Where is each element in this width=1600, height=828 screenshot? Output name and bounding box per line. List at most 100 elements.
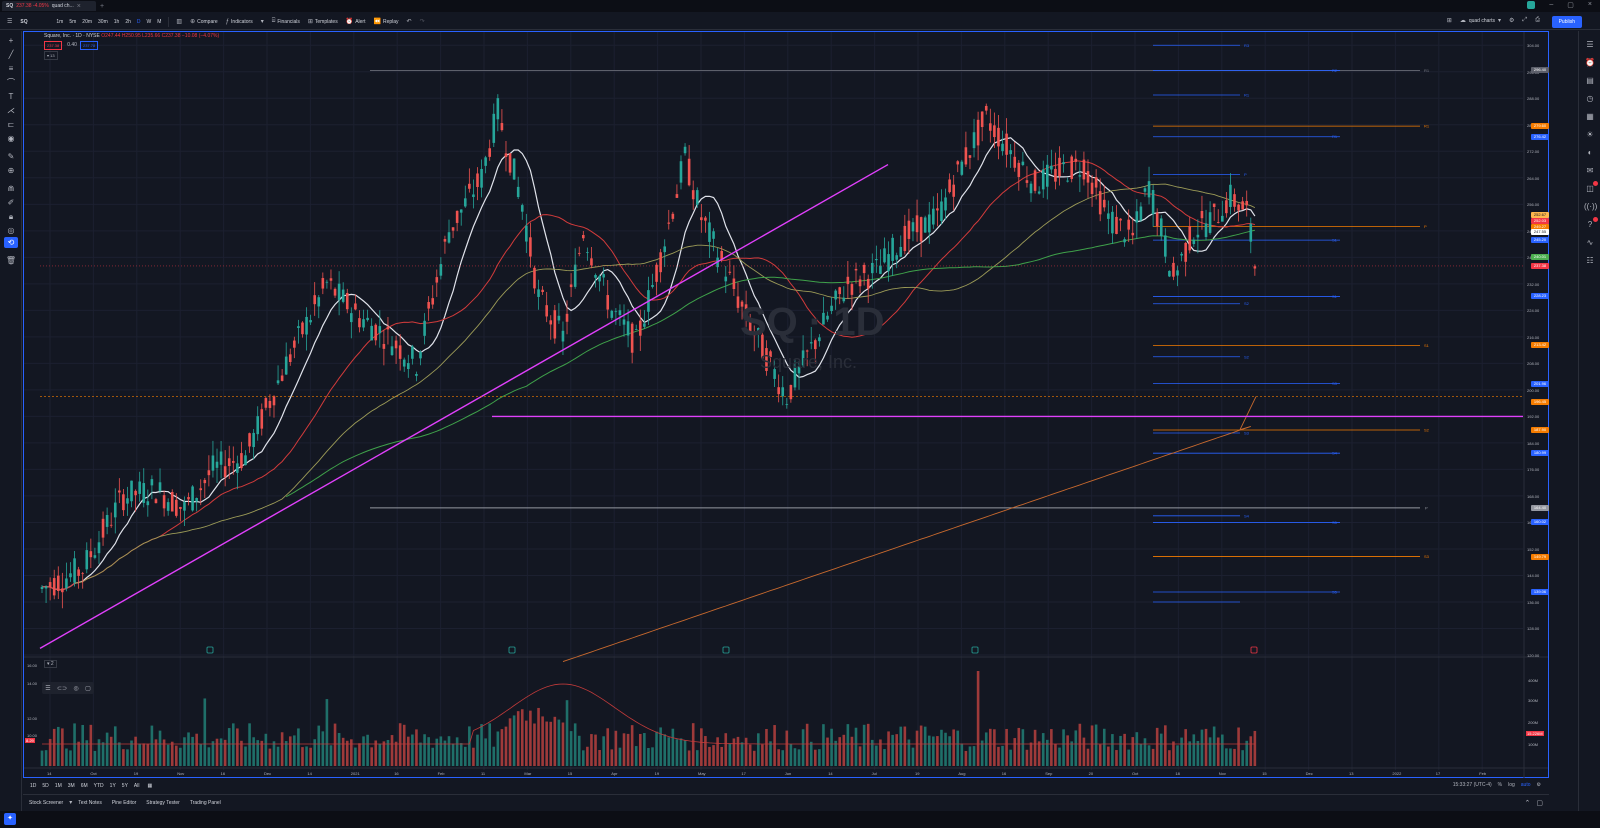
pane-settings-icon[interactable]: ☰ — [45, 685, 51, 692]
range-1d[interactable]: 1D — [30, 783, 37, 789]
order-panel-icon[interactable]: ☷ — [1586, 256, 1594, 265]
signal-icon[interactable]: ((·)) — [1584, 202, 1598, 211]
magnet-icon[interactable]: ⋒ — [7, 184, 15, 193]
tradingview-logo-icon[interactable]: ✦ — [4, 813, 16, 825]
range-ytd[interactable]: YTD — [93, 783, 104, 789]
scale-settings-icon[interactable]: ⚙ — [1536, 782, 1541, 788]
ideas-icon[interactable]: ☀ — [1586, 130, 1594, 139]
settings-gear-icon[interactable]: ⚙ — [1508, 18, 1515, 24]
stay-drawing-icon[interactable]: ✐ — [7, 198, 15, 207]
bid-pill[interactable]: 237.38 — [44, 41, 63, 50]
panel-maximize-icon[interactable]: ▢ — [1536, 800, 1543, 807]
financials-button[interactable]: ⌸ Financials — [269, 16, 303, 27]
close-window-icon[interactable]: × — [1587, 1, 1592, 8]
time-axis-label: 13 — [1349, 771, 1354, 776]
pulse-icon[interactable]: ∿ — [1586, 238, 1594, 247]
camera-icon[interactable]: ⎙ — [1535, 17, 1540, 23]
percent-toggle[interactable]: % — [1497, 782, 1503, 788]
chat-icon[interactable]: ✉ — [1586, 166, 1594, 175]
goto-date-icon[interactable]: ▦ — [147, 783, 153, 789]
tab-close-icon[interactable]: × — [76, 2, 81, 10]
interval-1m[interactable]: 1m — [56, 18, 64, 25]
publish-button[interactable]: Publish — [1551, 16, 1582, 28]
symbol-search[interactable]: SQ — [20, 18, 28, 25]
panel-collapse-icon[interactable]: ⌃ — [1524, 800, 1531, 807]
zoom-icon[interactable]: ⊕ — [7, 166, 15, 175]
interval-w[interactable]: W — [146, 18, 152, 25]
range-6m[interactable]: 6M — [80, 783, 88, 789]
sync-drawing-icon[interactable]: ⟲ — [4, 237, 18, 248]
interval-d[interactable]: D — [136, 18, 141, 25]
tab-strategy-tester[interactable]: Strategy Tester — [146, 799, 180, 806]
tab-stock-screener[interactable]: Stock Screener — [29, 799, 64, 806]
text-icon[interactable]: T — [8, 92, 14, 101]
chart-type-icon[interactable]: ▥ — [176, 19, 183, 25]
range-5d[interactable]: 5D — [42, 783, 49, 789]
ruler-icon[interactable]: ✎ — [7, 152, 15, 161]
clock-time[interactable]: 15:33:27 (UTC-4) — [1452, 782, 1492, 788]
watchlist-icon[interactable]: ☰ — [1586, 40, 1594, 49]
trendline-icon[interactable]: ╱ — [8, 50, 14, 59]
alerts-clock-icon[interactable]: ⏰ — [1585, 58, 1595, 67]
maximize-icon[interactable]: ▢ — [1567, 2, 1574, 9]
browser-tab[interactable]: SQ 237.38 -4.05% quad ch... × — [2, 1, 96, 11]
indicators-dropdown-icon[interactable]: ▾ — [260, 19, 264, 25]
candle-body — [634, 329, 638, 330]
pivot-label: R1 — [1424, 68, 1430, 73]
pattern-icon[interactable]: ⋌ — [7, 106, 15, 115]
indicators-button[interactable]: ƒ Indicators — [223, 17, 256, 27]
calendar-icon[interactable]: ▦ — [1586, 112, 1594, 121]
notifications-icon[interactable]: ◫ — [1584, 181, 1598, 194]
fullscreen-icon[interactable]: ⤢ — [1522, 17, 1528, 23]
auto-toggle[interactable]: auto — [1520, 782, 1531, 788]
layout-grid-icon[interactable]: ⊞ — [1446, 18, 1452, 24]
brush-icon[interactable]: ⌒ — [7, 78, 15, 87]
interval-5m[interactable]: 5m — [69, 18, 77, 25]
crosshair-icon[interactable]: + — [8, 36, 14, 45]
range-1m[interactable]: 1M — [54, 783, 62, 789]
interval-2h[interactable]: 2h — [125, 18, 131, 25]
interval-20m[interactable]: 20m — [82, 18, 93, 25]
range-1y[interactable]: 1Y — [109, 783, 116, 789]
eye-icon[interactable]: ◉ — [7, 134, 15, 143]
tab-pine-editor[interactable]: Pine Editor — [111, 799, 137, 806]
indicator-collapse-toggle[interactable]: ▾ 13 — [44, 51, 58, 60]
layout-selector[interactable]: ☁ quad charts ▾ — [1460, 17, 1501, 25]
undo-icon[interactable]: ↶ — [406, 19, 412, 25]
minimize-icon[interactable]: – — [1549, 1, 1554, 8]
pane-eye-icon[interactable]: ◎ — [73, 685, 79, 692]
log-toggle[interactable]: log — [1508, 782, 1515, 788]
pane-link-icon[interactable]: ⊂⊃ — [57, 685, 68, 692]
trash-icon[interactable]: 🗑︎ — [5, 256, 17, 265]
range-all[interactable]: All — [133, 783, 140, 789]
interval-30m[interactable]: 30m — [98, 18, 108, 25]
new-tab-icon[interactable]: + — [100, 2, 105, 10]
volume-collapse-toggle[interactable]: ▾ 2 — [44, 660, 57, 668]
menu-icon[interactable]: ☰ — [7, 19, 13, 25]
interval-1h[interactable]: 1h — [113, 18, 120, 25]
range-5y[interactable]: 5Y — [121, 783, 128, 789]
range-3m[interactable]: 3M — [67, 783, 75, 789]
interval-m[interactable]: M — [157, 18, 162, 25]
hide-icon[interactable]: ◎ — [7, 226, 15, 235]
streams-icon[interactable]: ◐ — [1587, 148, 1593, 157]
screener-chevron-icon[interactable]: ▾ — [69, 800, 73, 806]
tab-trading-panel[interactable]: Trading Panel — [189, 799, 221, 806]
hotlist-icon[interactable]: ◷ — [1586, 94, 1594, 103]
data-window-icon[interactable]: ▤ — [1586, 76, 1594, 85]
help-icon[interactable]: ? — [1584, 217, 1598, 230]
pane-maximize-icon[interactable]: ▢ — [85, 685, 91, 692]
measure-icon[interactable]: ⊏ — [7, 120, 15, 129]
replay-button[interactable]: ⏪ Replay — [370, 16, 401, 27]
candle-body — [638, 320, 642, 336]
redo-icon[interactable]: ↷ — [419, 19, 425, 25]
templates-button[interactable]: ⊞ Templates — [305, 16, 341, 27]
tab-text-notes[interactable]: Text Notes — [78, 799, 102, 806]
lock-icon[interactable]: 🔒︎ — [8, 212, 14, 221]
ask-pill[interactable]: 237.78 — [79, 41, 99, 50]
compare-button[interactable]: ⊕ Compare — [187, 16, 221, 27]
fib-icon[interactable]: ≡ — [8, 64, 14, 73]
profile-icon[interactable] — [1527, 1, 1536, 9]
alert-button[interactable]: ⏰ Alert — [343, 16, 369, 27]
